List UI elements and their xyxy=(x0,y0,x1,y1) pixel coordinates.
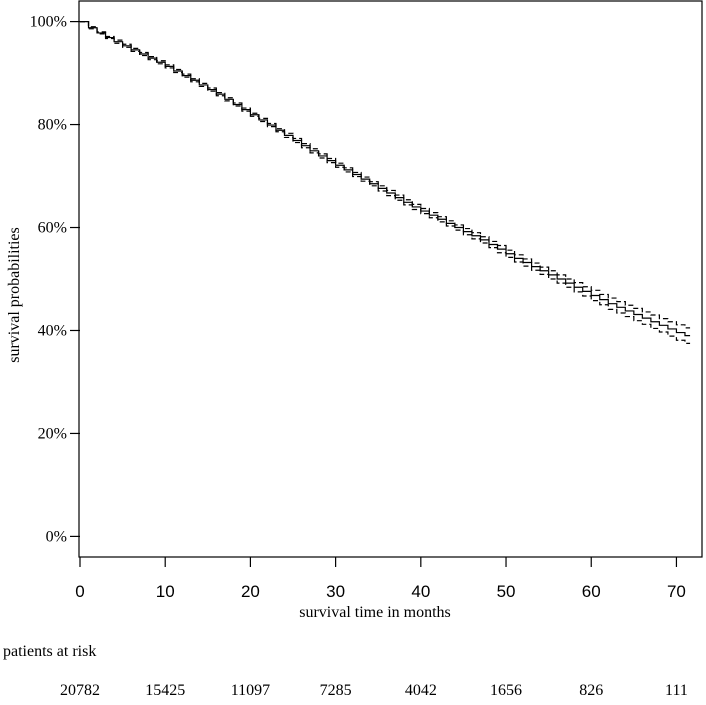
x-tick-label: 0 xyxy=(75,582,84,601)
x-tick-label: 10 xyxy=(156,582,175,601)
x-axis-ticks: 0 10 20 30 40 50 60 70 xyxy=(75,557,686,601)
x-tick-label: 40 xyxy=(411,582,430,601)
y-tick-label: 60% xyxy=(38,220,67,237)
y-tick-label: 0% xyxy=(46,528,67,545)
risk-count: 826 xyxy=(579,682,603,699)
risk-count: 20782 xyxy=(60,682,100,699)
y-axis-ticks: 0% 20% 40% 60% 80% 100% xyxy=(30,14,80,545)
x-tick-label: 70 xyxy=(667,582,686,601)
y-tick-label: 40% xyxy=(38,322,67,339)
y-tick-label: 80% xyxy=(38,117,67,134)
risk-count: 4042 xyxy=(405,682,437,699)
risk-count: 1656 xyxy=(490,682,522,699)
risk-count: 111 xyxy=(665,682,688,699)
risk-count: 11097 xyxy=(231,682,270,699)
x-tick-label: 50 xyxy=(497,582,516,601)
risk-table-row: 20782 15425 11097 7285 4042 1656 826 111 xyxy=(60,682,688,699)
x-tick-label: 60 xyxy=(582,582,601,601)
risk-table-label: patients at risk xyxy=(3,643,96,660)
risk-count: 15425 xyxy=(145,682,185,699)
risk-count: 7285 xyxy=(320,682,352,699)
lower-ci-line xyxy=(80,20,691,344)
y-axis-label: survival probabilities xyxy=(6,227,23,363)
y-tick-label: 100% xyxy=(30,14,67,31)
y-tick-label: 20% xyxy=(38,425,67,442)
survival-curve-line xyxy=(80,20,691,337)
plot-frame xyxy=(78,0,703,558)
x-tick-label: 30 xyxy=(326,582,345,601)
series-layer xyxy=(80,20,691,344)
x-tick-label: 20 xyxy=(241,582,260,601)
x-axis-label: survival time in months xyxy=(299,604,451,621)
